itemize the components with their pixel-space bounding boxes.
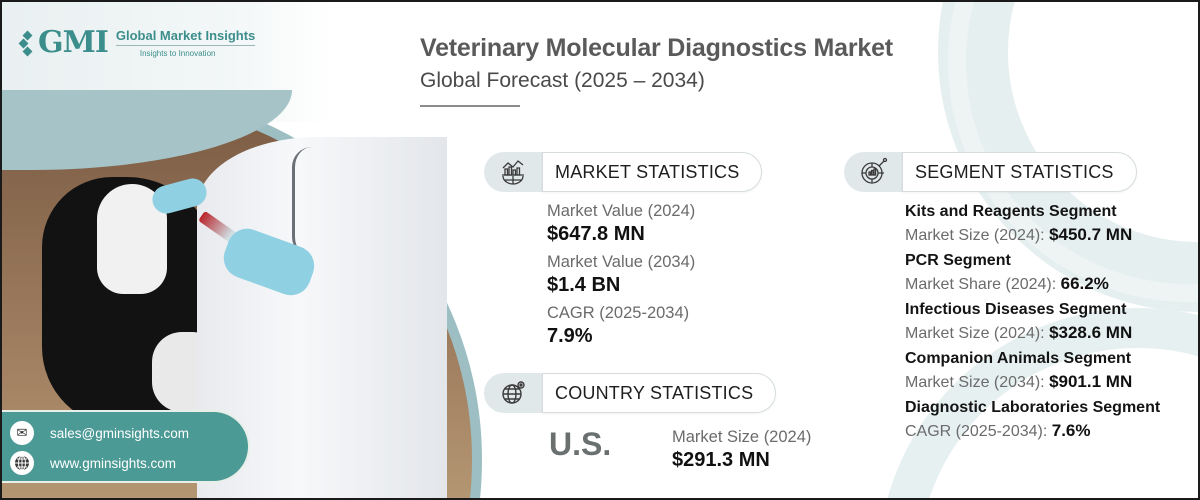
segment-chart-icon — [844, 152, 902, 192]
segment-statistics-list: Kits and Reagents Segment Market Size (2… — [905, 201, 1198, 446]
segment-title: Companion Animals Segment — [905, 350, 1132, 367]
country-statistics-header: COUNTRY STATISTICS — [484, 373, 777, 413]
brand-logo[interactable]: GMI Global Market Insights Insights to I… — [18, 25, 256, 60]
title-block: Veterinary Molecular Diagnostics Market … — [420, 34, 893, 107]
segment-metric-value: 7.6% — [1051, 421, 1091, 440]
contact-website[interactable]: www.gminsights.com — [10, 448, 248, 478]
segment-title: PCR Segment — [905, 252, 1011, 269]
contact-panel: ✉ sales@gminsights.com www.gminsights.co… — [2, 410, 250, 483]
segment-metric-label: Market Size (2024): — [905, 325, 1050, 342]
stat-value: $647.8 MN — [547, 223, 645, 245]
segment-item: PCR Segment Market Share (2024): 66.2% — [905, 250, 1198, 298]
chart-globe-icon — [484, 152, 542, 192]
stat-value: 7.9% — [547, 325, 593, 347]
segment-metric-label: Market Size (2034): — [905, 374, 1050, 391]
market-statistics-header: MARKET STATISTICS — [484, 152, 763, 192]
segment-metric-value: $901.1 MN — [1049, 372, 1133, 391]
stethoscope — [292, 147, 332, 257]
segment-metric-value: 66.2% — [1060, 274, 1109, 293]
contact-email[interactable]: ✉ sales@gminsights.com — [10, 418, 248, 448]
segment-statistics-header: SEGMENT STATISTICS — [844, 152, 1137, 192]
segment-item: Companion Animals Segment Market Size (2… — [905, 348, 1198, 396]
brand-name: Global Market Insights — [115, 28, 256, 46]
logo-diamonds-icon — [18, 29, 36, 57]
segment-title: Diagnostic Laboratories Segment — [905, 399, 1161, 416]
segment-item: Diagnostic Laboratories Segment CAGR (20… — [905, 397, 1198, 445]
segment-metric-value: $450.7 MN — [1049, 225, 1133, 244]
segment-title: Kits and Reagents Segment — [905, 203, 1117, 220]
logo-mark: GMI — [38, 25, 109, 60]
stat-label: CAGR (2025-2034) — [547, 304, 690, 322]
page-subtitle: Global Forecast (2025 – 2034) — [420, 69, 705, 92]
market-statistics-list: Market Value (2024) $647.8 MN Market Val… — [547, 201, 695, 354]
market-statistics-title: MARKET STATISTICS — [542, 152, 763, 192]
country-statistics-title: COUNTRY STATISTICS — [542, 373, 777, 413]
title-divider — [420, 105, 520, 107]
segment-metric-label: CAGR (2025-2034): — [905, 423, 1052, 440]
envelope-icon: ✉ — [10, 421, 34, 445]
segment-item: Infectious Diseases Segment Market Size … — [905, 299, 1198, 347]
country-stat: Market Size (2024) $291.3 MN — [672, 427, 811, 473]
globe-icon — [10, 451, 34, 475]
page-title: Veterinary Molecular Diagnostics Market — [420, 34, 893, 62]
country-stat-label: Market Size (2024) — [672, 428, 812, 446]
segment-metric-label: Market Share (2024): — [905, 276, 1061, 293]
country-name: U.S. — [549, 426, 612, 462]
brand-tagline: Insights to Innovation — [139, 49, 216, 58]
segment-title: Infectious Diseases Segment — [905, 301, 1127, 318]
segment-statistics-title: SEGMENT STATISTICS — [902, 152, 1137, 192]
globe-pin-icon — [484, 373, 542, 413]
stat-value: $1.4 BN — [547, 274, 621, 296]
country-stat-value: $291.3 MN — [672, 449, 770, 471]
stat-label: Market Value (2024) — [547, 202, 696, 220]
segment-metric-label: Market Size (2024): — [905, 227, 1050, 244]
stat-label: Market Value (2034) — [547, 253, 696, 271]
website-link[interactable]: www.gminsights.com — [50, 455, 177, 471]
segment-item: Kits and Reagents Segment Market Size (2… — [905, 201, 1198, 249]
segment-metric-value: $328.6 MN — [1049, 323, 1133, 342]
email-link[interactable]: sales@gminsights.com — [50, 425, 190, 441]
